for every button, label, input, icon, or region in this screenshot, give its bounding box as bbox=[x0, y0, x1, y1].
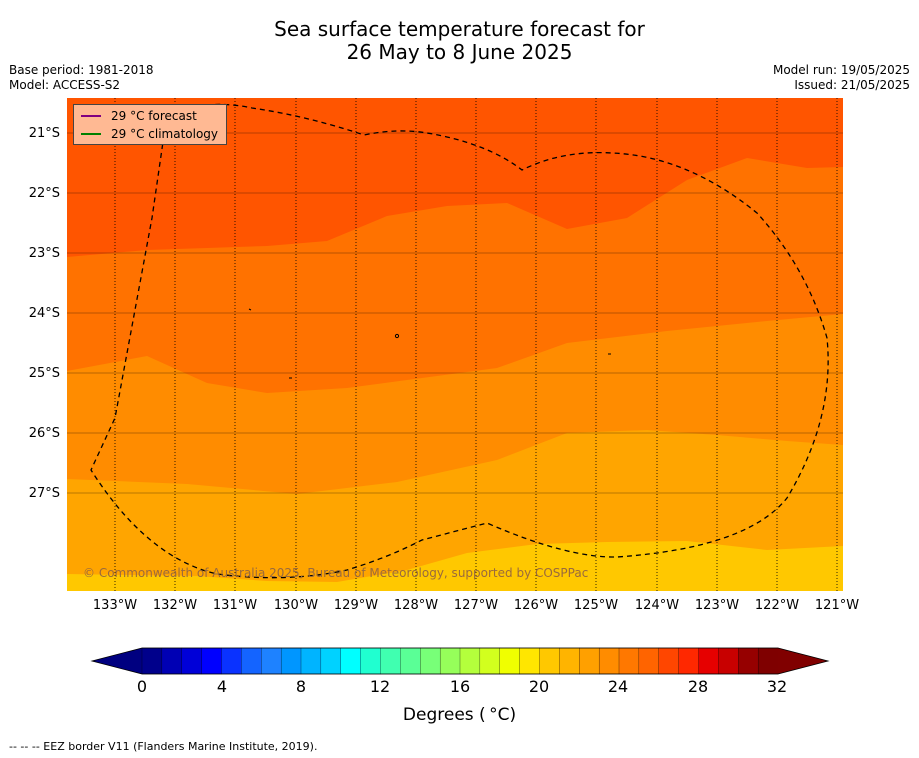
title-line-1: Sea surface temperature forecast for bbox=[274, 17, 645, 41]
lon-label: 129°W bbox=[333, 598, 379, 613]
lon-label: 123°W bbox=[694, 598, 740, 613]
model-run: Model run: 19/05/2025 bbox=[772, 63, 910, 77]
colorbar-title: Degrees ( °C) bbox=[402, 705, 517, 725]
lat-label: 27°S bbox=[28, 486, 60, 501]
lat-label: 23°S bbox=[28, 246, 60, 261]
legend-item-forecast: 29 °C forecast bbox=[81, 108, 197, 124]
colorbar-cell bbox=[181, 647, 203, 675]
legend-forecast-label: 29 °C forecast bbox=[111, 109, 197, 123]
legend-box: 29 °C forecast 29 °C climatology bbox=[73, 104, 227, 145]
colorbar bbox=[90, 647, 830, 675]
colorbar-cell bbox=[678, 647, 699, 675]
colorbar-tick: 32 bbox=[766, 677, 788, 696]
lon-label: 127°W bbox=[453, 598, 499, 613]
colorbar-over-arrow bbox=[778, 648, 828, 674]
colorbar-cell bbox=[658, 647, 680, 675]
forecast-line-swatch bbox=[81, 115, 101, 117]
colorbar-cell bbox=[400, 647, 421, 675]
colorbar-tick: 0 bbox=[136, 677, 148, 696]
colorbar-cell bbox=[360, 647, 381, 675]
lon-label: 125°W bbox=[573, 598, 619, 613]
sst-map: © Commonwealth of Australia 2025, Bureau… bbox=[67, 98, 843, 591]
lon-label: 122°W bbox=[754, 598, 800, 613]
colorbar-cells bbox=[141, 647, 779, 675]
colorbar-cell bbox=[420, 647, 441, 675]
colorbar-outline bbox=[90, 647, 830, 675]
lon-label: 121°W bbox=[814, 598, 860, 613]
legend-climatology-label: 29 °C climatology bbox=[111, 127, 219, 141]
colorbar-cell bbox=[579, 647, 600, 675]
lon-label: 132°W bbox=[152, 598, 198, 613]
colorbar-cell bbox=[280, 647, 302, 675]
lon-label: 131°W bbox=[212, 598, 258, 613]
climatology-line-swatch bbox=[81, 133, 101, 135]
meridian-lines bbox=[114, 98, 838, 591]
colorbar-cell bbox=[698, 647, 719, 675]
colorbar-cell bbox=[638, 647, 660, 675]
model-name: Model: ACCESS-S2 bbox=[9, 78, 121, 92]
colorbar-tick: 20 bbox=[528, 677, 550, 696]
colorbar-cell bbox=[499, 647, 521, 675]
copyright-text: © Commonwealth of Australia 2025, Bureau… bbox=[83, 566, 588, 580]
colorbar-cell bbox=[539, 647, 560, 675]
colorbar-cell bbox=[618, 647, 640, 675]
island-marker bbox=[248, 308, 252, 311]
colorbar-cell bbox=[300, 647, 322, 675]
colorbar-tick: 12 bbox=[369, 677, 391, 696]
islands bbox=[248, 308, 611, 379]
zone-band-29-30 bbox=[67, 98, 843, 257]
meta-left: Base period: 1981-2018 Model: ACCESS-S2 bbox=[9, 63, 154, 93]
colorbar-cell bbox=[598, 647, 620, 675]
colorbar-tick: 28 bbox=[687, 677, 709, 696]
colorbar-cell bbox=[161, 647, 183, 675]
grid-lines bbox=[67, 132, 843, 494]
colorbar-under-arrow bbox=[92, 648, 142, 674]
colorbar-tick: 4 bbox=[216, 677, 228, 696]
colorbar-tick: 16 bbox=[449, 677, 471, 696]
lat-label: 21°S bbox=[28, 126, 60, 141]
lon-label: 130°W bbox=[273, 598, 319, 613]
colorbar-tick: 24 bbox=[607, 677, 629, 696]
colorbar-cell bbox=[757, 647, 779, 675]
colorbar-cell bbox=[519, 647, 540, 675]
lon-label: 126°W bbox=[513, 598, 559, 613]
colorbar-cell bbox=[479, 647, 501, 675]
footer-note: -- -- -- EEZ border V11 (Flanders Marine… bbox=[9, 740, 318, 753]
lat-label: 24°S bbox=[28, 306, 60, 321]
island-marker bbox=[394, 333, 400, 339]
colorbar-cell bbox=[201, 647, 222, 675]
lat-label: 26°S bbox=[28, 426, 60, 441]
eez-border bbox=[90, 103, 829, 579]
colorbar-cell bbox=[221, 647, 242, 675]
colorbar-cell bbox=[141, 647, 163, 675]
colorbar-tick: 8 bbox=[295, 677, 307, 696]
colorbar-cell bbox=[241, 647, 262, 675]
meta-right: Model run: 19/05/2025 Issued: 21/05/2025 bbox=[773, 63, 910, 93]
colorbar-cell bbox=[459, 647, 481, 675]
lon-label: 133°W bbox=[92, 598, 138, 613]
map-title: Sea surface temperature forecast for 26 … bbox=[0, 18, 919, 64]
lon-label: 124°W bbox=[634, 598, 680, 613]
colorbar-cell bbox=[718, 647, 739, 675]
colorbar-cell bbox=[340, 647, 362, 675]
issued-date: Issued: 21/05/2025 bbox=[794, 78, 910, 92]
colorbar-cell bbox=[261, 647, 282, 675]
base-period: Base period: 1981-2018 bbox=[9, 63, 154, 77]
colorbar-cell bbox=[320, 647, 342, 675]
lon-label: 128°W bbox=[393, 598, 439, 613]
colorbar-cell bbox=[380, 647, 401, 675]
legend-item-climatology: 29 °C climatology bbox=[81, 126, 218, 142]
lat-label: 25°S bbox=[28, 366, 60, 381]
colorbar-cell bbox=[439, 647, 461, 675]
title-line-2: 26 May to 8 June 2025 bbox=[346, 40, 573, 64]
lat-label: 22°S bbox=[28, 186, 60, 201]
colorbar-cell bbox=[559, 647, 580, 675]
colorbar-cell bbox=[738, 647, 759, 675]
